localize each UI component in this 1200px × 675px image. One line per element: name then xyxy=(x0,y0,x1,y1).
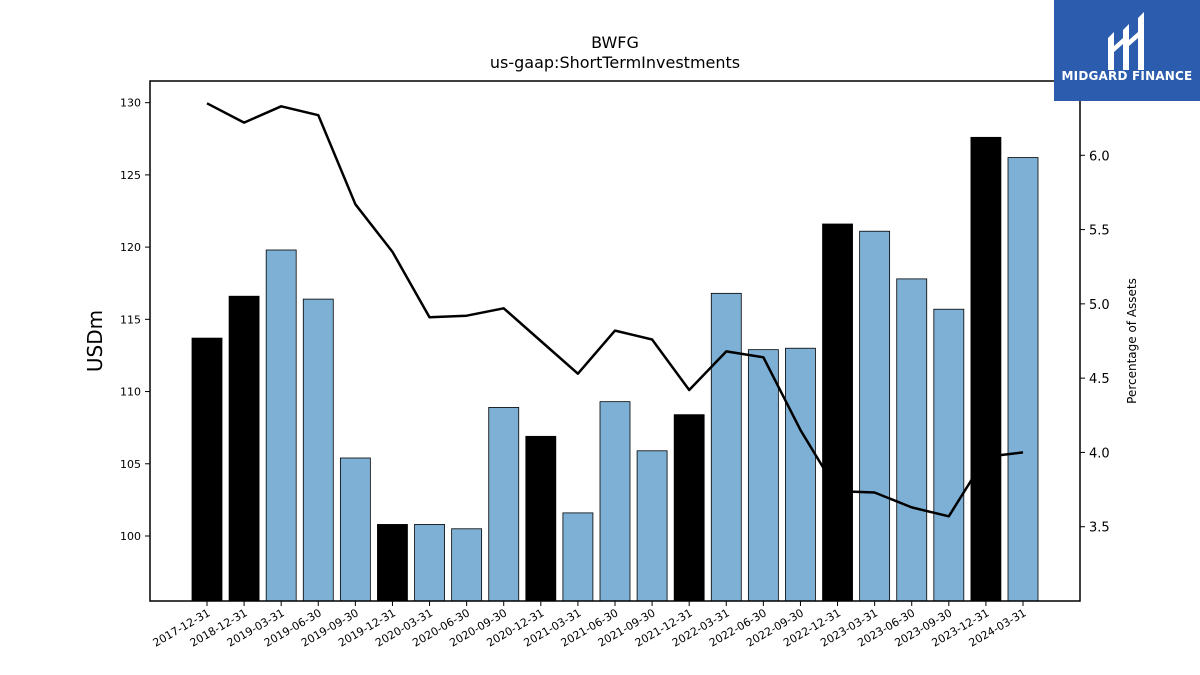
y2-tick-label: 4.5 xyxy=(1089,372,1110,387)
bar-2021-06-30 xyxy=(599,401,631,602)
x-axis: 2017-12-312018-12-312019-03-312019-06-30… xyxy=(151,601,1029,650)
y-tick-label: 100 xyxy=(120,530,141,543)
percentage-line xyxy=(206,102,1024,518)
y2-tick-label: 5.0 xyxy=(1089,298,1110,313)
bar-2017-12-31 xyxy=(191,337,223,602)
bar-2023-03-31 xyxy=(859,230,891,602)
y2-tick-label: 6.0 xyxy=(1089,149,1110,164)
logo-text: MIDGARD FINANCE xyxy=(1061,69,1193,83)
bar-2023-12-31 xyxy=(970,136,1002,602)
bar-2020-09-30 xyxy=(488,407,520,602)
bar-2022-09-30 xyxy=(785,347,816,602)
y-tick-label: 130 xyxy=(120,97,141,110)
company-logo: MIDGARD FINANCE xyxy=(1054,0,1200,101)
y-axis-label: USDm xyxy=(83,310,107,372)
bar-2019-09-30 xyxy=(339,457,371,602)
bar-2020-06-30 xyxy=(451,528,483,602)
y-tick-label: 115 xyxy=(120,313,141,326)
y-tick-label: 105 xyxy=(120,458,141,471)
y-axis: 100 105 110 115 120 125 130 xyxy=(120,97,150,543)
y-tick-label: 110 xyxy=(120,386,141,399)
y2-tick-label: 5.5 xyxy=(1089,224,1110,239)
bar-2024-03-31 xyxy=(1007,157,1039,602)
bar-2022-06-30 xyxy=(747,349,779,602)
bar-2020-03-31 xyxy=(414,524,445,602)
bar-2021-09-30 xyxy=(636,450,668,602)
bars-group xyxy=(191,136,1039,602)
bar-2019-03-31 xyxy=(265,249,297,602)
bar-2019-12-31 xyxy=(377,524,408,602)
bar-2022-12-31 xyxy=(822,223,853,602)
bar-2021-12-31 xyxy=(673,414,705,602)
bar-2022-03-31 xyxy=(710,292,742,602)
line-group xyxy=(206,102,1024,518)
chart-subtitle: us-gaap:ShortTermInvestments xyxy=(490,53,740,72)
logo-mark-icon xyxy=(1108,12,1144,70)
y2-tick-label: 3.5 xyxy=(1089,521,1110,536)
y2-axis-label: Percentage of Assets xyxy=(1125,278,1139,404)
bar-2018-12-31 xyxy=(228,295,260,602)
y-tick-label: 120 xyxy=(120,241,141,254)
chart-title: BWFG xyxy=(591,33,639,52)
bar-2023-09-30 xyxy=(933,308,965,602)
bar-2023-06-30 xyxy=(896,278,928,602)
bar-2020-12-31 xyxy=(525,435,557,602)
y-tick-label: 125 xyxy=(120,169,141,182)
bar-2021-03-31 xyxy=(562,512,594,602)
y2-tick-label: 4.0 xyxy=(1089,446,1110,461)
bar-2019-06-30 xyxy=(302,298,334,602)
y2-axis: 3.5 4.0 4.5 5.0 5.5 6.0 xyxy=(1080,149,1110,536)
